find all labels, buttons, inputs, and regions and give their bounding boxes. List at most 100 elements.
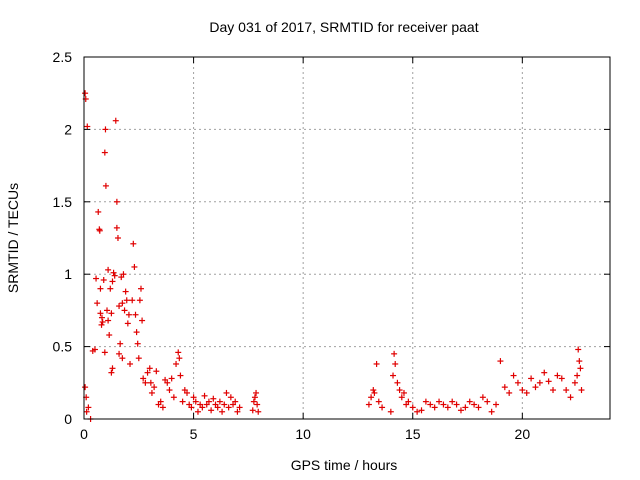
data-point [136, 297, 143, 304]
data-point [113, 198, 120, 205]
data-point [387, 408, 394, 415]
x-tick-label: 20 [515, 426, 531, 442]
data-point [370, 387, 377, 394]
grid-lines [84, 57, 610, 419]
data-point [153, 368, 160, 375]
data-point [390, 372, 397, 379]
data-point [123, 297, 130, 304]
data-point [139, 317, 146, 324]
data-point [85, 404, 92, 411]
data-point [223, 389, 230, 396]
y-tick-label: 1 [64, 266, 72, 282]
data-point [506, 389, 513, 396]
data-point [107, 285, 114, 292]
data-point [550, 387, 557, 394]
y-tick-label: 1.5 [53, 194, 73, 210]
data-point [253, 389, 260, 396]
data-point [170, 394, 177, 401]
data-point [479, 394, 486, 401]
data-point [216, 398, 223, 405]
y-tick-label: 0 [64, 411, 72, 427]
data-point [100, 276, 107, 283]
tick-labels: 0 5 10 15 20 0 0.5 1 1.5 2 2.5 [53, 49, 531, 442]
data-point [563, 387, 570, 394]
data-point [120, 271, 127, 278]
data-point [254, 401, 261, 408]
data-point [105, 317, 112, 324]
data-point [188, 404, 195, 411]
data-point [142, 379, 149, 386]
data-point [418, 407, 425, 414]
data-point [184, 389, 191, 396]
data-point [558, 375, 565, 382]
data-point [173, 360, 180, 367]
y-tick-label: 2.5 [53, 49, 73, 65]
data-point [371, 389, 378, 396]
data-point [147, 379, 154, 386]
data-point [130, 240, 137, 247]
data-point [391, 350, 398, 357]
axis-ticks [83, 56, 610, 420]
x-tick-label: 0 [80, 426, 88, 442]
data-point [159, 404, 166, 411]
data-point [398, 394, 405, 401]
data-point [541, 369, 548, 376]
data-point [83, 408, 90, 415]
data-point [99, 318, 106, 325]
data-point [422, 398, 429, 405]
data-point [436, 398, 443, 405]
chart-title: Day 031 of 2017, SRMTID for receiver paa… [209, 19, 478, 35]
data-point [577, 365, 584, 372]
data-point [375, 398, 382, 405]
y-tick-label: 2 [64, 121, 72, 137]
data-point [109, 365, 116, 372]
data-point [431, 404, 438, 411]
data-point [392, 360, 399, 367]
data-point [131, 263, 138, 270]
data-point [194, 408, 201, 415]
data-point [129, 297, 136, 304]
data-point [84, 123, 91, 130]
data-point [457, 407, 464, 414]
data-point [232, 398, 239, 405]
data-point [104, 307, 111, 314]
data-point [108, 369, 115, 376]
data-point [97, 310, 104, 317]
data-point [175, 349, 182, 356]
data-point [208, 407, 215, 414]
x-tick-label: 10 [295, 426, 311, 442]
data-point [110, 269, 117, 276]
plot-frame [83, 56, 611, 420]
data-point [91, 346, 98, 353]
data-point [250, 398, 257, 405]
data-point [121, 307, 128, 314]
data-point [111, 272, 118, 279]
data-point [108, 310, 115, 317]
x-axis-label: GPS time / hours [291, 457, 398, 473]
data-point [151, 384, 158, 391]
data-point [497, 358, 504, 365]
data-point [379, 404, 386, 411]
data-point [102, 126, 109, 133]
data-point [510, 372, 517, 379]
data-point [179, 398, 186, 405]
data-point [427, 401, 434, 408]
data-point [545, 378, 552, 385]
data-point [414, 408, 421, 415]
data-point [501, 384, 508, 391]
data-point [164, 379, 171, 386]
data-point [234, 408, 241, 415]
data-point [140, 375, 147, 382]
data-point [82, 90, 89, 97]
data-point [106, 332, 113, 339]
data-point [127, 360, 134, 367]
data-point [94, 300, 101, 307]
data-point [578, 387, 585, 394]
data-point [82, 384, 89, 391]
data-point [97, 285, 104, 292]
data-point [132, 311, 139, 318]
y-axis-label: SRMTID / TECUs [5, 183, 21, 293]
data-point [177, 372, 184, 379]
data-point [574, 372, 581, 379]
